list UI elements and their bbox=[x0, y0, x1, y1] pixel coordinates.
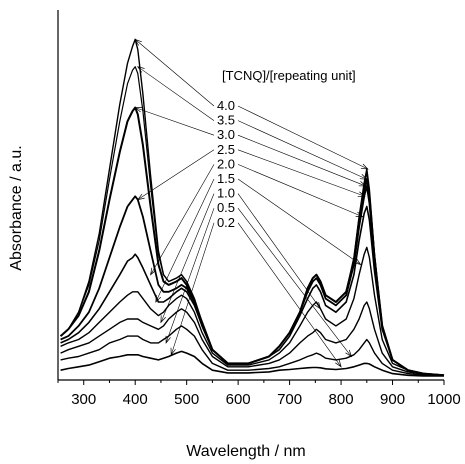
series-line-4-0 bbox=[60, 38, 445, 376]
x-tick-label: 400 bbox=[123, 391, 148, 408]
annotation-arrowhead-right bbox=[359, 174, 368, 180]
annotation-arrow-left bbox=[135, 107, 215, 136]
x-tick-label: 700 bbox=[277, 391, 302, 408]
x-tick-label: 600 bbox=[226, 391, 251, 408]
x-tick-label: 300 bbox=[71, 391, 96, 408]
annotation-arrow-right bbox=[237, 164, 363, 218]
annotation-arrow-left bbox=[170, 222, 215, 355]
annotation-arrow-right bbox=[237, 208, 352, 357]
legend-title: [TCNQ]/[repeating unit] bbox=[222, 68, 356, 83]
annotation-arrowhead-left bbox=[165, 335, 171, 344]
annotation-arrowhead-left bbox=[134, 38, 142, 46]
annotation-arrow-right bbox=[237, 134, 366, 187]
series-line-1-5 bbox=[60, 246, 445, 376]
annotation-arrowhead-right bbox=[314, 302, 322, 310]
series-label-3-5: 3.5 bbox=[217, 113, 235, 128]
annotation-arrowhead-left bbox=[136, 193, 145, 201]
annotation-arrow-left bbox=[137, 66, 215, 121]
annotation-arrow-left bbox=[160, 193, 215, 323]
series-line-3-0 bbox=[59, 106, 445, 377]
annotation-arrowhead-left bbox=[155, 294, 162, 303]
annotation-arrowhead-right bbox=[345, 349, 353, 358]
annotation-arrowhead-left bbox=[150, 267, 157, 276]
annotation-arrow-left bbox=[155, 178, 215, 303]
annotation-arrowhead-right bbox=[360, 163, 369, 170]
series-line-0-5 bbox=[60, 325, 444, 376]
x-axis-label: Wavelength / nm bbox=[186, 443, 305, 460]
series-label-2-0: 2.0 bbox=[217, 156, 235, 171]
series-label-1-0: 1.0 bbox=[217, 186, 235, 201]
series-label-1-5: 1.5 bbox=[217, 171, 235, 186]
annotation-arrow-right bbox=[237, 105, 368, 170]
annotation-arrow-left bbox=[165, 208, 215, 344]
annotation-arrow-left bbox=[135, 39, 215, 107]
series-label-2-5: 2.5 bbox=[217, 142, 235, 157]
annotation-arrow-right bbox=[237, 120, 367, 180]
series-label-0-5: 0.5 bbox=[217, 200, 235, 215]
series-label-0-2: 0.2 bbox=[217, 215, 235, 230]
x-tick-label: 900 bbox=[380, 391, 405, 408]
x-tick-label: 800 bbox=[329, 391, 354, 408]
annotation-arrow-left bbox=[137, 149, 215, 200]
series-label-3-0: 3.0 bbox=[217, 127, 235, 142]
annotation-arrowhead-left bbox=[134, 107, 143, 113]
series-label-4-0: 4.0 bbox=[217, 98, 235, 113]
series-line-1-0 bbox=[60, 301, 445, 376]
annotation-arrowhead-right bbox=[353, 258, 362, 266]
annotation-arrowhead-right bbox=[335, 359, 342, 368]
x-tick-label: 1000 bbox=[427, 391, 460, 408]
axes-layer: 300 400 500 600 700 800 900 1000 bbox=[57, 10, 461, 408]
annotation-arrowhead-left bbox=[170, 347, 176, 356]
annotation-arrowhead-right bbox=[358, 181, 367, 187]
annotation-arrow-left bbox=[150, 164, 215, 275]
annotation-layer: 4.03.53.02.52.01.51.00.50.2 bbox=[134, 38, 369, 368]
annotation-arrow-right bbox=[237, 193, 321, 309]
annotation-arrowhead-left bbox=[136, 66, 145, 73]
series-line-2-5 bbox=[60, 185, 445, 377]
annotation-arrow-right bbox=[237, 222, 342, 367]
series-line-0-2 bbox=[60, 350, 444, 377]
annotation-arrowhead-right bbox=[355, 211, 364, 218]
y-axis-label: Absorbance / a.u. bbox=[8, 145, 25, 270]
series-layer bbox=[59, 38, 445, 377]
annotation-arrow-right bbox=[237, 178, 361, 265]
annotation-arrow-right bbox=[237, 149, 365, 197]
x-tick-label: 500 bbox=[174, 391, 199, 408]
annotation-arrowhead-right bbox=[357, 191, 366, 197]
annotation-arrowhead-left bbox=[160, 315, 166, 324]
